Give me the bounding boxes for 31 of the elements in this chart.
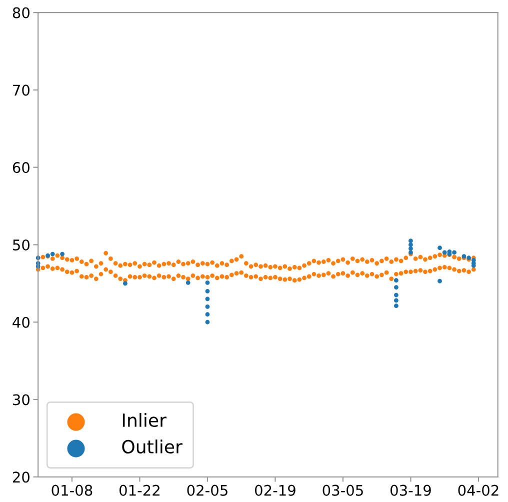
x-tick-label: 02-19	[255, 484, 296, 496]
x-tick-label: 03-05	[322, 484, 363, 496]
point	[408, 238, 413, 244]
y-tick-label: 20	[12, 472, 30, 483]
legend-label: Inlier	[122, 413, 166, 428]
point	[408, 246, 413, 251]
point	[442, 250, 447, 255]
x-tick-label: 01-22	[120, 484, 160, 496]
x-tick-label: 04-02	[458, 484, 498, 496]
point	[123, 281, 128, 286]
x-tick-label: 02-05	[187, 484, 228, 496]
point	[394, 285, 398, 290]
point	[438, 278, 442, 284]
x-tick-label: 01-08	[52, 484, 92, 496]
point	[394, 278, 398, 283]
point	[60, 252, 64, 256]
y-tick-label: 40	[12, 316, 30, 328]
y-tick-label: 50	[13, 239, 30, 250]
y-tick-label: 30	[13, 394, 30, 406]
legend-label: Outlier	[122, 440, 182, 454]
point	[408, 242, 413, 247]
point	[394, 298, 398, 303]
x-tick-label: 03-19	[390, 484, 431, 496]
point	[394, 292, 398, 298]
y-tick-label: 80	[12, 7, 30, 18]
point	[50, 252, 55, 256]
point	[438, 246, 442, 250]
y-tick-label: 70	[13, 84, 30, 96]
point	[394, 304, 398, 308]
y-tick-label: 60	[12, 162, 30, 174]
point	[452, 250, 456, 255]
